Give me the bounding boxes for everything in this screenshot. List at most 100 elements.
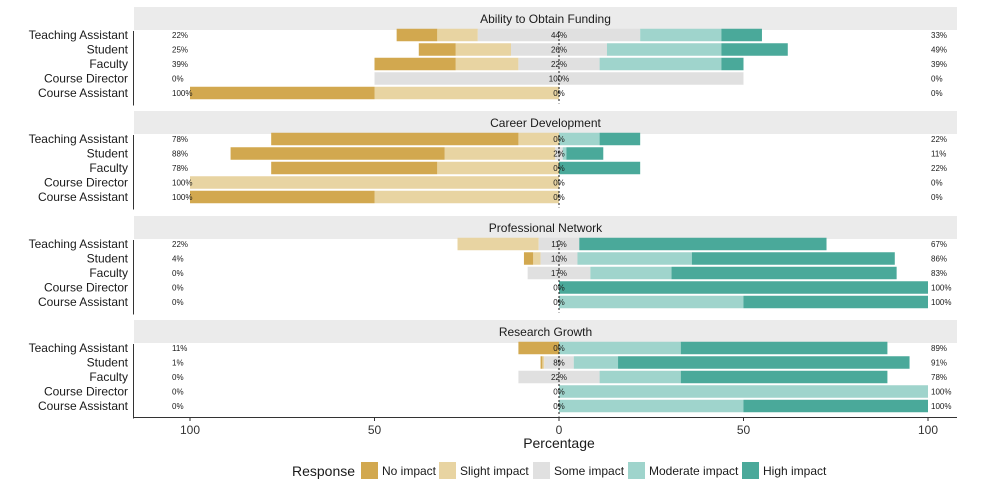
bar-no-impact: [271, 132, 519, 146]
bar-moderate-impact: [559, 385, 928, 398]
bar-slight-impact: [374, 190, 559, 204]
left-percent-label: 88%: [172, 150, 188, 159]
bar-high-impact: [559, 161, 641, 175]
legend-label: Moderate impact: [649, 464, 739, 478]
left-percent-label: 78%: [172, 135, 188, 144]
left-percent-label: 0%: [172, 388, 184, 397]
legend-label: Some impact: [554, 464, 625, 478]
row-label: Student: [87, 252, 129, 266]
bar-some-impact: [511, 43, 607, 56]
center-percent-label: 0%: [553, 298, 565, 307]
x-axis: 100 50 0 50 100: [134, 417, 957, 437]
right-percent-label: 39%: [931, 60, 947, 69]
right-percent-label: 0%: [931, 179, 943, 188]
bar-slight-impact: [444, 147, 556, 160]
row-label: Course Director: [44, 72, 128, 86]
x-tick-label: 100: [918, 423, 938, 437]
legend-label: Slight impact: [460, 464, 529, 478]
left-percent-label: 0%: [172, 75, 184, 84]
right-percent-label: 33%: [931, 31, 947, 40]
left-percent-label: 100%: [172, 193, 192, 202]
bar-slight-impact: [455, 57, 519, 71]
facet-strip: [134, 111, 957, 134]
bar-slight-impact: [190, 176, 559, 189]
right-percent-label: 0%: [931, 193, 943, 202]
left-percent-label: 78%: [172, 164, 188, 173]
left-percent-label: 0%: [172, 269, 184, 278]
bar-high-impact: [599, 132, 641, 146]
row-label: Faculty: [89, 161, 128, 175]
bar-no-impact: [374, 57, 456, 71]
right-percent-label: 22%: [931, 135, 947, 144]
row-label: Course Director: [44, 385, 128, 399]
bar-moderate-impact: [559, 132, 600, 146]
row-label: Student: [87, 356, 129, 370]
bar-slight-impact: [542, 356, 545, 369]
left-percent-label: 1%: [172, 359, 184, 368]
bar-some-impact: [374, 72, 744, 85]
left-percent-label: 0%: [172, 284, 184, 293]
bar-high-impact: [671, 266, 897, 280]
facet-panel: Research Growth Teaching Assistant 11% 0% 89…: [29, 320, 957, 419]
legend-swatch-moderate-impact: [628, 462, 645, 479]
legend-label: High impact: [763, 464, 827, 478]
bar-some-impact: [544, 356, 574, 369]
bar-some-impact: [540, 252, 578, 265]
bar-no-impact: [540, 356, 543, 369]
bar-moderate-impact: [606, 43, 722, 56]
legend-swatch-slight-impact: [439, 462, 456, 479]
facet-panel: Professional Network Teaching Assistant 22…: [29, 216, 957, 315]
center-percent-label: 0%: [553, 193, 565, 202]
facet-title: Professional Network: [489, 221, 603, 235]
facet-strip: [134, 320, 957, 343]
legend-label: No impact: [382, 464, 437, 478]
bar-high-impact: [559, 281, 928, 294]
facet-title: Career Development: [490, 116, 601, 130]
row-label: Course Assistant: [38, 190, 129, 204]
right-percent-label: 86%: [931, 255, 947, 264]
row-label: Faculty: [89, 57, 128, 71]
row-label: Faculty: [89, 266, 128, 280]
right-percent-label: 91%: [931, 359, 947, 368]
facet-panels: Ability to Obtain Funding Teaching Assist…: [29, 7, 957, 419]
bar-moderate-impact: [590, 266, 672, 280]
bar-no-impact: [418, 43, 456, 56]
facet-panel: Career Development Teaching Assistant 78% 0…: [29, 111, 957, 210]
left-percent-label: 0%: [172, 298, 184, 307]
bar-high-impact: [691, 252, 895, 265]
bar-slight-impact: [457, 237, 539, 251]
bar-some-impact: [555, 147, 563, 160]
bar-slight-impact: [374, 86, 559, 100]
facet-panel: Ability to Obtain Funding Teaching Assist…: [29, 7, 957, 106]
facet-strip: [134, 7, 957, 30]
left-percent-label: 100%: [172, 179, 192, 188]
x-tick-label: 50: [368, 423, 382, 437]
bar-no-impact: [230, 147, 445, 160]
center-percent-label: 0%: [553, 89, 565, 98]
row-label: Course Director: [44, 281, 128, 295]
facet-strip: [134, 216, 957, 239]
center-percent-label: 8%: [553, 359, 565, 368]
bar-moderate-impact: [577, 252, 692, 265]
right-percent-label: 100%: [931, 298, 951, 307]
bar-high-impact: [721, 28, 762, 42]
left-percent-label: 25%: [172, 46, 188, 55]
right-percent-label: 83%: [931, 269, 947, 278]
center-percent-label: 26%: [551, 46, 567, 55]
left-percent-label: 22%: [172, 240, 188, 249]
x-tick-label: 50: [737, 423, 751, 437]
facet-title: Ability to Obtain Funding: [480, 12, 611, 26]
right-percent-label: 0%: [931, 89, 943, 98]
row-label: Teaching Assistant: [29, 237, 129, 251]
bar-high-impact: [721, 57, 744, 71]
bar-no-impact: [190, 86, 375, 100]
row-label: Teaching Assistant: [29, 28, 129, 42]
right-percent-label: 49%: [931, 46, 947, 55]
row-label: Course Assistant: [38, 86, 129, 100]
right-percent-label: 89%: [931, 344, 947, 353]
bar-moderate-impact: [640, 28, 722, 42]
bar-high-impact: [743, 399, 928, 413]
bar-no-impact: [523, 252, 534, 265]
center-percent-label: 10%: [551, 255, 567, 264]
